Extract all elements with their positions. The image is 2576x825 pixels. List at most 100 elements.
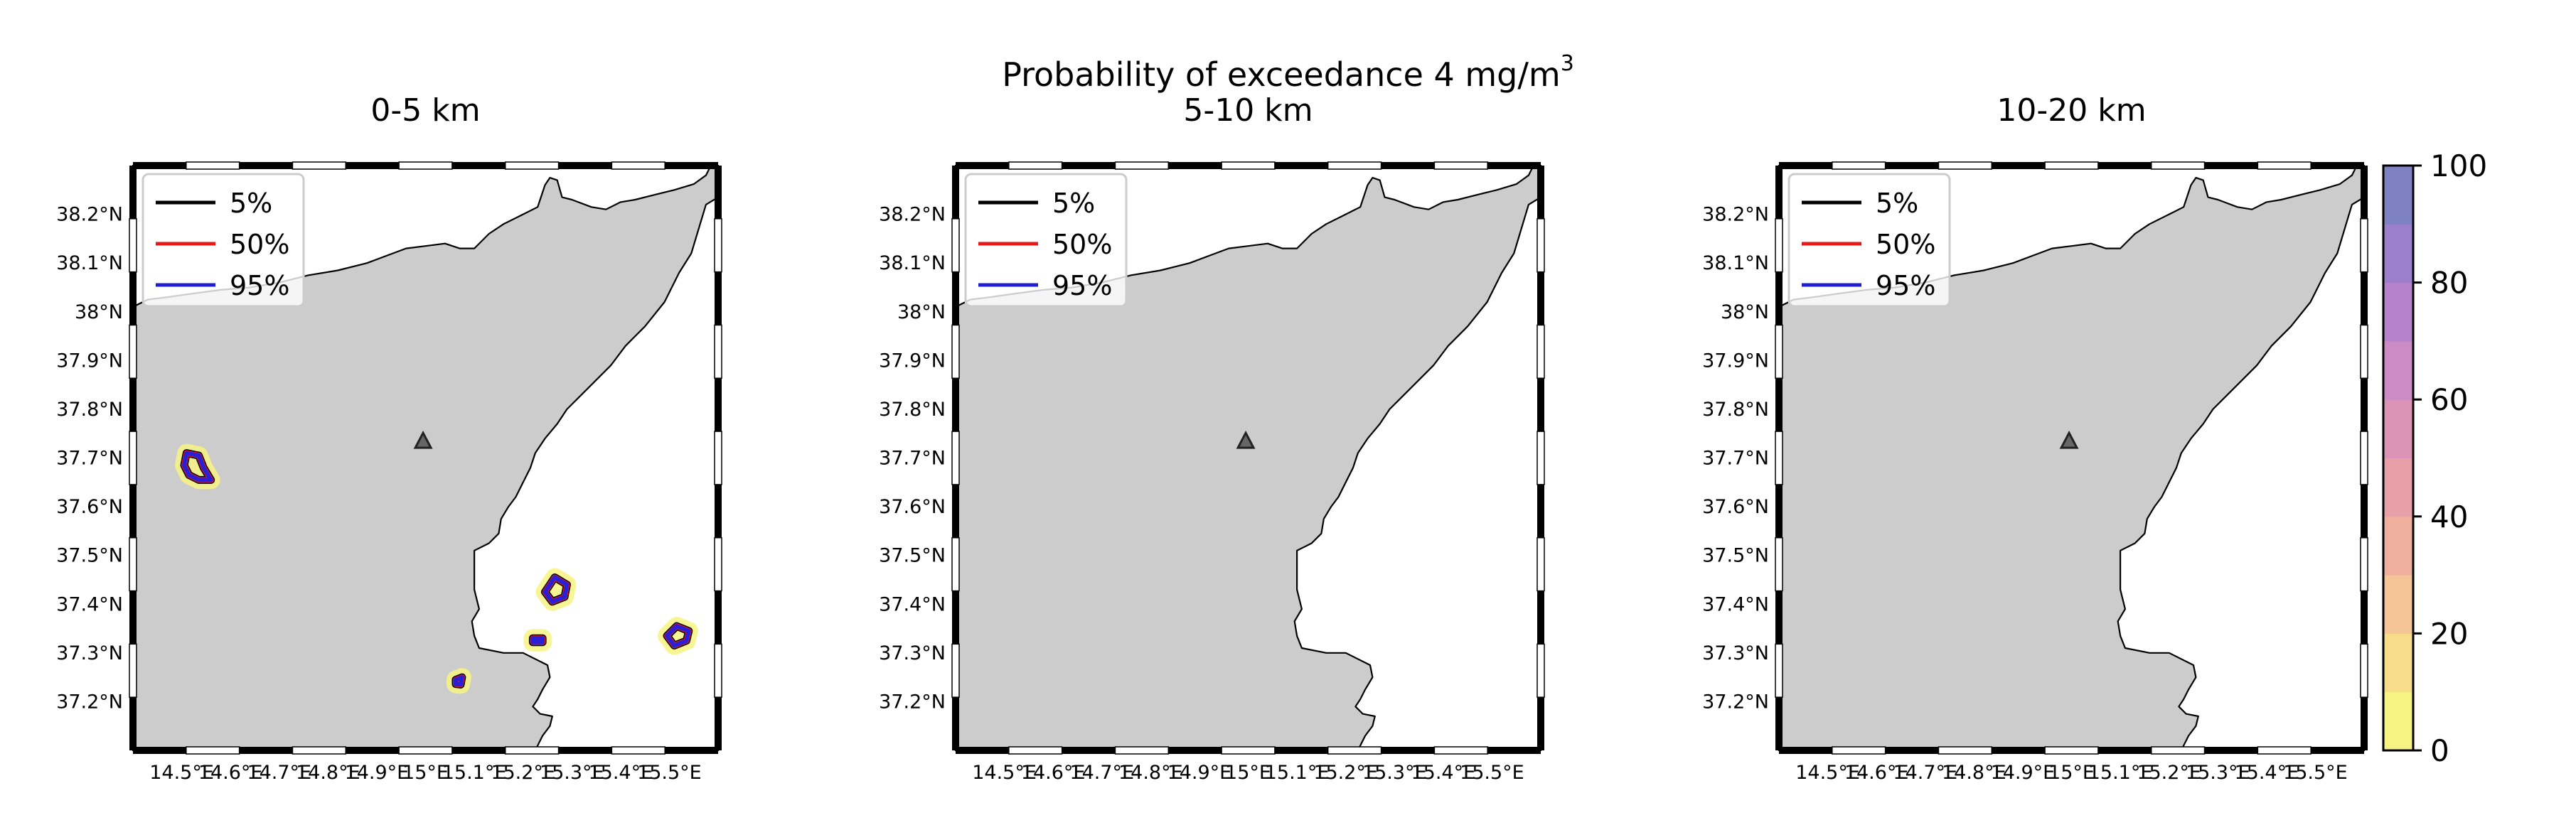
y-tick-label: 37.2°N bbox=[1702, 691, 1769, 713]
frame-dash-left bbox=[129, 166, 137, 219]
y-tick-label: 37.3°N bbox=[56, 642, 123, 664]
frame-dash-left bbox=[952, 166, 959, 219]
frame-gap-left bbox=[1775, 643, 1783, 698]
x-tick-label: 15.5°E bbox=[1460, 762, 1524, 784]
land-mass bbox=[133, 166, 718, 750]
frame-gap-bottom bbox=[1114, 746, 1170, 755]
frame-gap-left bbox=[951, 536, 960, 592]
frame-gap-bottom bbox=[2044, 746, 2099, 755]
frame-gap-right bbox=[1536, 324, 1545, 379]
frame-dash-bottom bbox=[451, 747, 506, 754]
colorbar-segment bbox=[2383, 282, 2413, 342]
frame-gap-right bbox=[1536, 643, 1545, 698]
frame-gap-left bbox=[1775, 218, 1783, 273]
frame-gap-top bbox=[1221, 161, 1276, 170]
y-tick-label: 37.8°N bbox=[56, 399, 123, 421]
panel-title: 0-5 km bbox=[370, 92, 480, 129]
x-tick-label: 14.7°E bbox=[247, 762, 311, 784]
y-tick-label: 37.9°N bbox=[1702, 350, 1769, 372]
frame-dash-top bbox=[1885, 162, 1939, 169]
frame-dash-bottom bbox=[1062, 747, 1116, 754]
frame-dash-left bbox=[1775, 697, 1783, 750]
frame-gap-top bbox=[186, 161, 240, 170]
frame-gap-left bbox=[951, 218, 960, 273]
colorbar-tick-label: 60 bbox=[2430, 382, 2468, 417]
x-tick-label: 15.5°E bbox=[2283, 762, 2348, 784]
frame-gap-right bbox=[714, 536, 722, 592]
frame-dash-top bbox=[2204, 162, 2258, 169]
frame-dash-top bbox=[558, 162, 612, 169]
frame-dash-left bbox=[952, 484, 959, 538]
frame-dash-top bbox=[451, 162, 506, 169]
land-mass bbox=[1779, 166, 2364, 750]
frame-gap-left bbox=[951, 324, 960, 379]
x-tick-label: 14.5°E bbox=[149, 762, 214, 784]
x-tick-label: 15.4°E bbox=[588, 762, 653, 784]
x-tick-label: 14.7°E bbox=[1893, 762, 1957, 784]
frame-gap-left bbox=[129, 218, 137, 273]
frame-gap-top bbox=[2150, 161, 2206, 170]
y-tick-label: 37.6°N bbox=[1702, 496, 1769, 518]
frame-gap-left bbox=[951, 431, 960, 485]
land-mass bbox=[956, 166, 1541, 750]
frame-dash-right bbox=[2361, 166, 2368, 219]
legend-box bbox=[1787, 173, 1951, 308]
map-content bbox=[956, 166, 1541, 750]
frame-dash-bottom bbox=[1381, 747, 1435, 754]
y-tick-label: 37.6°N bbox=[879, 496, 946, 518]
frame-gap-bottom bbox=[292, 746, 347, 755]
frame-dash-top bbox=[1779, 162, 1832, 169]
frame-gap-left bbox=[1775, 431, 1783, 485]
frame-dash-top bbox=[956, 162, 1009, 169]
frame-dash-right bbox=[715, 378, 722, 432]
y-tick-label: 38.1°N bbox=[56, 252, 123, 274]
x-tick-label: 14.8°E bbox=[296, 762, 360, 784]
frame-dash-right bbox=[2361, 378, 2368, 432]
map-content bbox=[1779, 166, 2364, 750]
frame-gap-right bbox=[714, 431, 722, 485]
map-panel-3: 10-20 km 38.2°N 38.1°N 38°N 37.9°N 37.8°N 37.7… bbox=[1702, 92, 2368, 784]
y-tick-label: 37.4°N bbox=[879, 593, 946, 615]
x-tick-label: 14.9°E bbox=[1167, 762, 1232, 784]
frame-dash-right bbox=[715, 697, 722, 750]
y-tick-label: 38°N bbox=[1721, 301, 1769, 323]
legend-label: 5% bbox=[230, 188, 272, 219]
legend: 5% 50% 95% bbox=[964, 173, 1128, 308]
y-tick-label: 37.5°N bbox=[1702, 545, 1769, 567]
x-tick-label: 14.8°E bbox=[1942, 762, 2006, 784]
plume-small-1-contour-95 bbox=[530, 636, 545, 645]
panel-title: 5-10 km bbox=[1183, 92, 1313, 129]
frame-gap-right bbox=[2360, 324, 2368, 379]
x-tick-label: 15.1°E bbox=[1265, 762, 1330, 784]
frame-gap-bottom bbox=[1433, 746, 1488, 755]
legend-label: 95% bbox=[230, 270, 289, 301]
plume-small-2-contour-95 bbox=[454, 675, 464, 687]
frame-dash-top bbox=[133, 162, 186, 169]
frame-dash-right bbox=[2361, 271, 2368, 325]
frame-gap-top bbox=[1433, 161, 1488, 170]
frame-gap-right bbox=[1536, 431, 1545, 485]
frame-dash-right bbox=[1537, 378, 1544, 432]
frame-dash-top bbox=[346, 162, 400, 169]
x-tick-label: 15.4°E bbox=[1411, 762, 1475, 784]
colorbar-segment bbox=[2383, 691, 2413, 751]
colorbar-segment bbox=[2383, 633, 2413, 693]
colorbar-segment bbox=[2383, 575, 2413, 634]
etna-vent-marker bbox=[1236, 430, 1256, 449]
frame-dash-top bbox=[1381, 162, 1435, 169]
legend-box bbox=[964, 173, 1128, 308]
frame-dash-top bbox=[1992, 162, 2046, 169]
colorbar-segment bbox=[2383, 516, 2413, 576]
legend: 5% 50% 95% bbox=[1787, 173, 1951, 308]
colorbar-segment bbox=[2383, 458, 2413, 517]
y-tick-label: 38.2°N bbox=[879, 204, 946, 226]
frame-gap-bottom bbox=[186, 746, 240, 755]
y-tick-label: 37.4°N bbox=[56, 593, 123, 615]
legend-label: 50% bbox=[1052, 229, 1112, 260]
frame-dash-right bbox=[2361, 697, 2368, 750]
frame-dash-left bbox=[129, 271, 137, 325]
frame-dash-left bbox=[1775, 166, 1783, 219]
frame-gap-right bbox=[2360, 218, 2368, 273]
frame-gap-right bbox=[714, 643, 722, 698]
